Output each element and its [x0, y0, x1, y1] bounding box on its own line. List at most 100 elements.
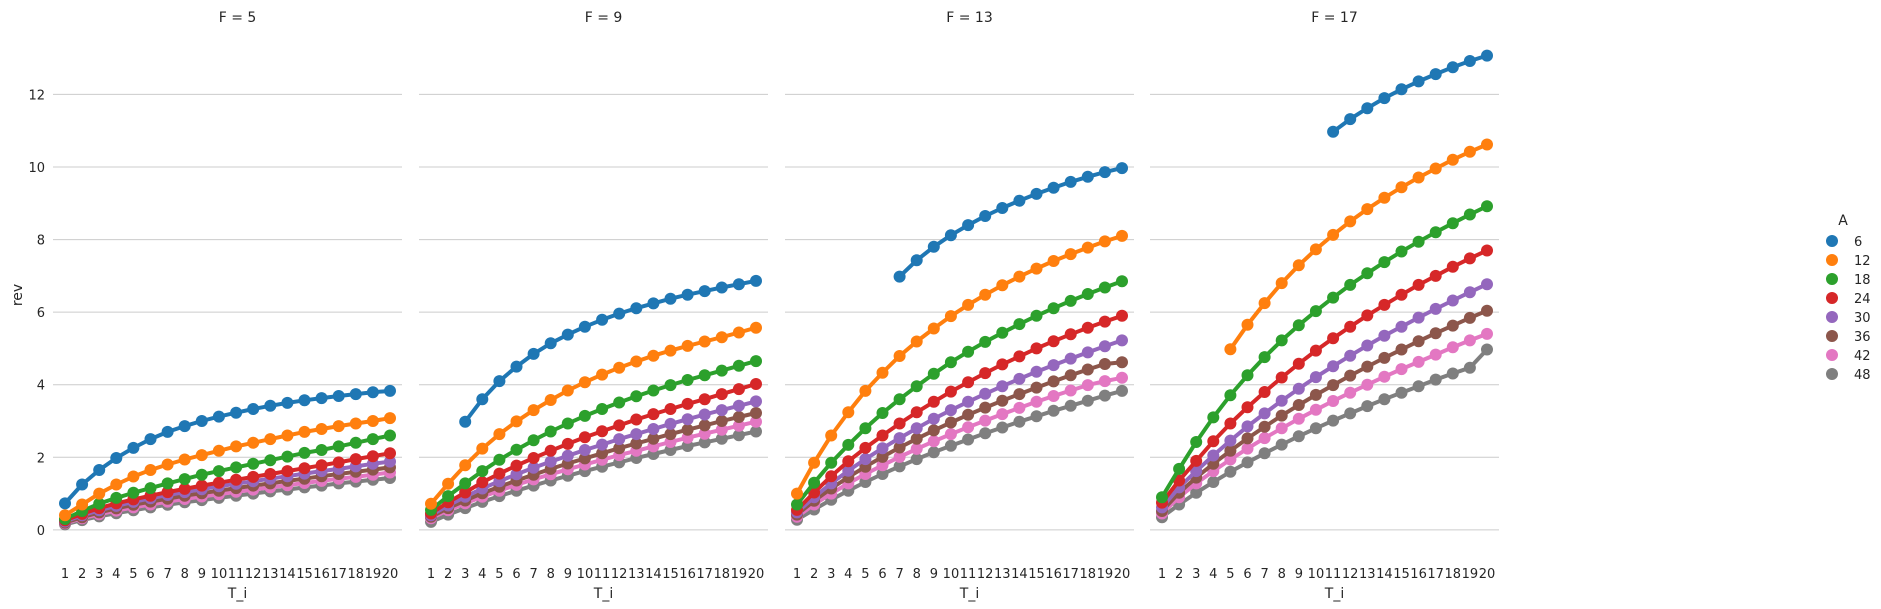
data-point	[1378, 329, 1391, 342]
x-tick-label: 15	[662, 567, 679, 582]
data-point	[1327, 332, 1340, 345]
data-point	[315, 392, 328, 405]
data-point	[979, 367, 992, 380]
data-point	[859, 453, 872, 466]
x-tick-label: 8	[1278, 567, 1286, 582]
data-point	[1446, 294, 1459, 307]
data-point	[1030, 410, 1043, 423]
data-point	[332, 390, 345, 402]
x-tick-label: 16	[679, 567, 696, 582]
data-point	[1116, 229, 1128, 242]
data-point	[1361, 267, 1374, 280]
data-point	[876, 459, 889, 472]
data-point	[1395, 320, 1408, 333]
data-point	[750, 425, 762, 438]
data-point	[1344, 386, 1357, 399]
data-point	[178, 453, 191, 466]
data-point	[247, 436, 260, 449]
data-point	[281, 396, 294, 409]
data-point	[1429, 68, 1442, 81]
data-point	[459, 477, 472, 490]
data-point	[144, 482, 157, 495]
data-point	[1309, 388, 1322, 401]
data-point	[1463, 361, 1476, 374]
x-tick-label: 7	[529, 567, 537, 582]
data-point	[332, 420, 345, 433]
y-axis-label: rev	[10, 284, 26, 306]
data-point	[1258, 432, 1271, 445]
data-point	[750, 378, 762, 390]
data-point	[1446, 153, 1459, 166]
data-point	[1241, 318, 1254, 331]
data-point	[996, 408, 1009, 421]
x-tick-label: 3	[1192, 567, 1200, 582]
data-point	[1064, 384, 1077, 397]
data-point	[264, 468, 277, 480]
data-point	[893, 393, 906, 406]
x-tick-label: 18	[714, 567, 731, 582]
x-tick-label: 12	[977, 567, 994, 582]
data-point	[996, 380, 1009, 393]
x-tick-label: 7	[1260, 567, 1268, 582]
data-point	[1116, 334, 1128, 347]
data-point	[1361, 203, 1374, 216]
data-point	[1013, 318, 1026, 331]
data-point	[264, 454, 277, 467]
data-point	[893, 432, 906, 445]
x-tick-label: 12	[1342, 567, 1359, 582]
data-point	[715, 432, 728, 445]
series-36	[791, 356, 1128, 521]
x-tick-label: 20	[1114, 567, 1131, 582]
x-tick-label: 17	[330, 567, 347, 582]
legend-item: 6	[1826, 235, 1862, 250]
data-point	[315, 459, 328, 472]
series-line	[1331, 53, 1489, 134]
data-point	[842, 438, 855, 451]
data-point	[332, 456, 345, 469]
data-point	[1224, 453, 1237, 466]
data-point	[247, 403, 260, 415]
data-point	[1098, 166, 1111, 179]
data-point	[1241, 369, 1254, 382]
data-point	[212, 444, 225, 457]
data-point	[1207, 449, 1220, 462]
data-point	[476, 476, 489, 489]
x-tick-label: 6	[878, 567, 886, 582]
data-point	[1292, 259, 1305, 272]
data-point	[944, 416, 957, 429]
x-tick-label: 1	[1158, 567, 1166, 582]
data-point	[1446, 217, 1459, 230]
data-point	[732, 359, 745, 372]
data-point	[527, 452, 540, 464]
data-point	[127, 486, 140, 499]
data-point	[808, 476, 821, 489]
data-point	[596, 438, 609, 451]
data-point	[1429, 327, 1442, 340]
data-point	[732, 411, 745, 423]
data-point	[578, 452, 591, 465]
data-point	[910, 254, 923, 267]
data-point	[578, 409, 591, 422]
data-point	[349, 453, 362, 466]
x-tick-label: 10	[943, 567, 960, 582]
data-point	[1378, 370, 1391, 383]
data-point	[161, 425, 174, 438]
x-tick-label: 13	[262, 567, 279, 582]
data-point	[1013, 350, 1026, 363]
data-point	[1098, 340, 1111, 353]
x-tick-label: 11	[594, 567, 611, 582]
data-point	[876, 442, 889, 455]
data-point	[1412, 235, 1425, 248]
panel-title: F = 13	[946, 10, 993, 26]
data-point	[750, 415, 762, 428]
x-tick-label: 3	[827, 567, 835, 582]
x-tick-label: 4	[112, 567, 120, 582]
data-point	[1047, 390, 1060, 402]
data-point	[962, 408, 975, 421]
data-point	[561, 449, 574, 462]
data-point	[732, 419, 745, 432]
data-point	[876, 468, 889, 480]
data-point	[1081, 321, 1094, 334]
